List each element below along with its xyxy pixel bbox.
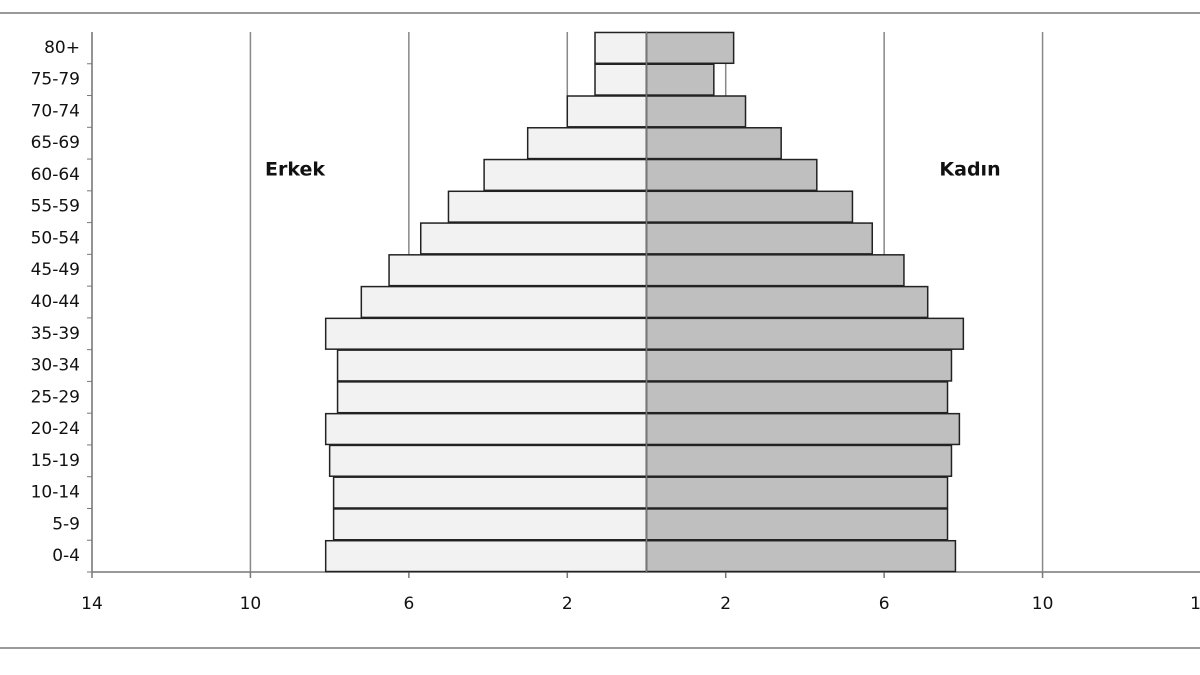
bar [332,476,648,509]
bar [388,254,648,287]
bar [645,317,965,350]
bar [360,285,648,319]
y-tick-label: 40-44 [31,292,80,312]
bar [336,349,648,382]
x-tick-label: 14 [1190,594,1200,614]
y-tick-label: 80+ [44,38,80,58]
y-tick-label: 45-49 [31,260,80,280]
bar [645,381,949,414]
y-tick-label: 0-4 [52,546,80,566]
bar [645,127,782,160]
bar [645,31,735,65]
bar [324,412,648,446]
bar [645,63,715,96]
x-tick-label: 6 [403,594,414,614]
bar [594,31,648,65]
y-tick-label: 30-34 [31,356,80,376]
bar [645,158,818,192]
x-tick-label: 10 [240,594,262,614]
bar [332,508,648,541]
y-tick-label: 15-19 [31,451,80,471]
y-tick-label: 50-54 [31,228,80,248]
y-tick-label: 35-39 [31,324,80,344]
x-tick-label: 2 [562,594,573,614]
bar [645,444,953,477]
y-tick-label: 70-74 [31,101,80,121]
y-tick-label: 55-59 [31,197,80,217]
bar [645,95,747,128]
bar [645,349,953,382]
x-tick-label: 14 [81,594,103,614]
x-tick-label: 10 [1032,594,1054,614]
bar [645,508,949,541]
bar [447,190,648,223]
y-tick-label: 20-24 [31,419,80,439]
bar [645,222,874,255]
y-tick-label: 60-64 [31,165,80,185]
series-label: Erkek [265,159,325,181]
y-tick-label: 75-79 [31,70,80,90]
bar [526,127,648,160]
bar [645,254,905,287]
bar [594,63,648,96]
bar [645,285,929,319]
series-label: Kadın [939,159,1000,181]
bar [645,476,949,509]
x-tick-label: 2 [720,594,731,614]
bar [328,444,648,477]
bar [336,381,648,414]
bar [645,412,961,446]
y-tick-label: 65-69 [31,133,80,153]
bar [324,539,648,573]
bar [419,222,648,255]
y-tick-label: 25-29 [31,387,80,407]
bar [645,539,957,573]
bar [566,95,648,128]
bar [645,190,854,223]
bar [324,317,648,350]
bar [483,158,648,192]
y-tick-label: 5-9 [52,514,80,534]
x-tick-label: 6 [879,594,890,614]
y-tick-label: 10-14 [31,483,80,503]
